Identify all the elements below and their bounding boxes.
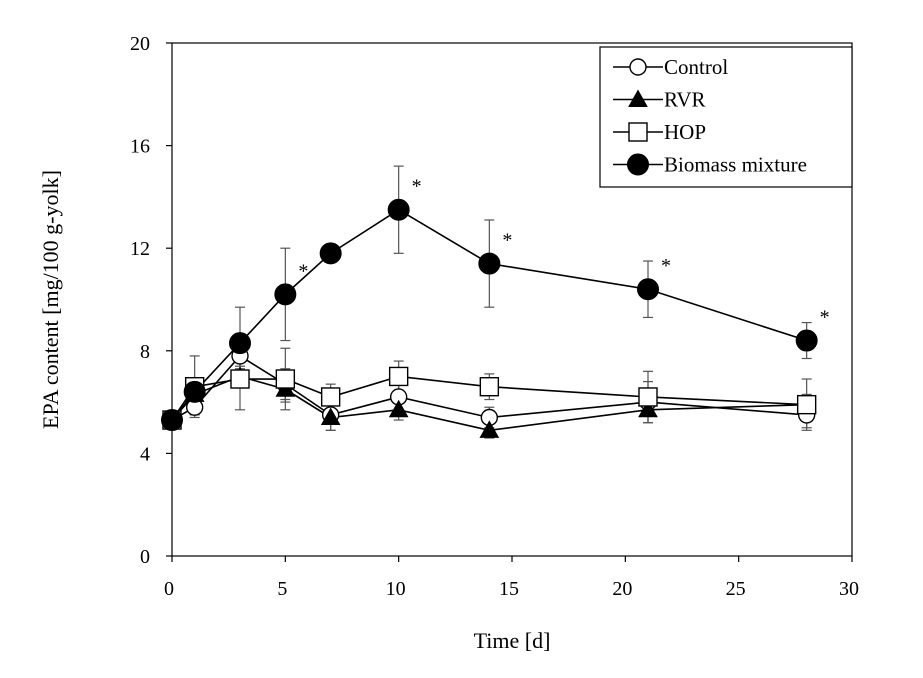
data-point: [320, 387, 341, 407]
legend-marker: [628, 122, 648, 142]
data-point: [478, 252, 501, 275]
data-point: [637, 278, 659, 301]
significance-star: *: [298, 260, 308, 282]
data-point: [230, 369, 250, 389]
data-point: [638, 387, 658, 407]
data-point: [229, 332, 251, 355]
series-points-circle-filled: * * * * *: [161, 176, 830, 432]
significance-star: *: [502, 230, 512, 252]
legend: Control RVR HOP Biomass mixture: [599, 46, 853, 188]
x-tick-label: 25: [726, 578, 746, 600]
data-point: [796, 394, 817, 415]
legend-marker: [627, 153, 649, 176]
data-point: [274, 283, 297, 306]
x-axis-label: Time [d]: [474, 628, 551, 653]
data-point: [319, 242, 342, 265]
data-point: [387, 198, 410, 221]
y-tick-label: 12: [130, 238, 150, 260]
data-point: [161, 409, 183, 432]
data-point: [183, 380, 206, 403]
y-tick-label: 0: [140, 546, 150, 568]
series-layer: * * * * *: [161, 165, 830, 439]
legend-marker: [629, 58, 647, 76]
x-tick-label: 15: [499, 578, 519, 600]
y-tick-label: 8: [140, 341, 150, 363]
x-tick-label: 10: [386, 578, 406, 600]
x-tick-label: 5: [277, 578, 287, 600]
data-point: [388, 366, 409, 387]
data-point: [795, 329, 818, 352]
y-tick-label: 16: [130, 136, 150, 158]
data-point: [320, 407, 341, 425]
data-point: [638, 399, 658, 418]
legend-label: Biomass mixture: [664, 153, 807, 177]
legend-label: Control: [664, 55, 728, 79]
y-axis-label: EPA content [mg/100 g-yolk]: [38, 170, 63, 429]
y-tick-label: 4: [140, 443, 150, 465]
legend-marker: [628, 89, 648, 107]
data-point: [388, 399, 409, 418]
x-tick-label: 0: [164, 578, 174, 600]
significance-star: *: [412, 176, 422, 198]
axes: 0 5 10 15 20 25 30 0 4 8 12 16 20: [130, 33, 859, 600]
significance-star: *: [820, 307, 830, 329]
x-tick-label: 30: [839, 578, 859, 600]
y-tick-label: 20: [130, 33, 150, 55]
legend-label: RVR: [664, 88, 706, 112]
data-point: [479, 377, 500, 397]
significance-star: *: [661, 255, 671, 277]
x-tick-label: 20: [612, 578, 632, 600]
data-point: [479, 420, 500, 438]
legend-label: HOP: [664, 120, 706, 144]
data-point: [275, 369, 296, 389]
